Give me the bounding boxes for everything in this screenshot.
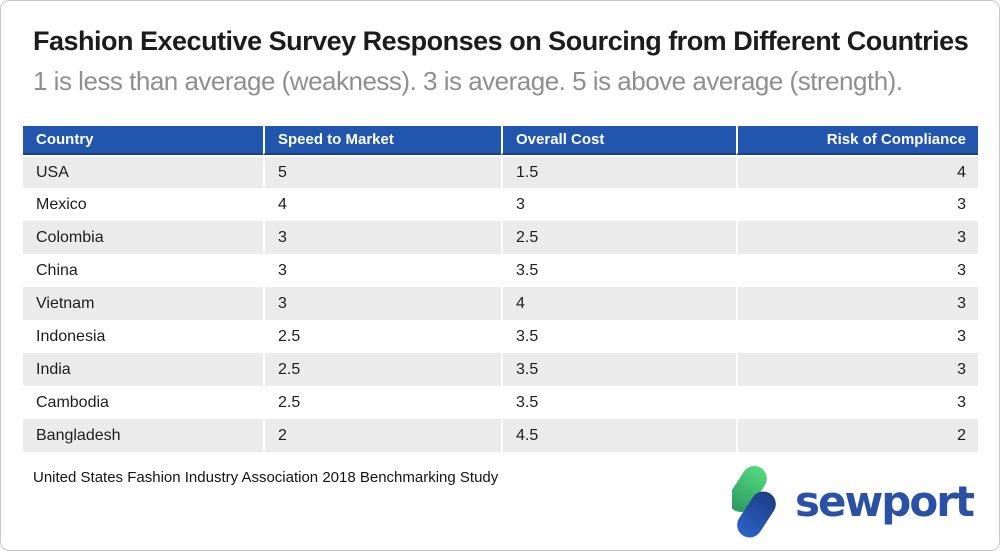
table-row: Cambodia 2.5 3.5 3 [23, 386, 978, 419]
cell-risk: 3 [736, 221, 978, 254]
cell-speed: 3 [263, 287, 501, 320]
cell-cost: 3.5 [501, 353, 736, 386]
cell-cost: 3.5 [501, 386, 736, 419]
cell-risk: 3 [736, 386, 978, 419]
cell-country: USA [23, 155, 263, 188]
cell-country: Bangladesh [23, 419, 263, 452]
cell-cost: 3.5 [501, 254, 736, 287]
brand-logo: sewport [732, 464, 975, 546]
cell-speed: 2 [263, 419, 501, 452]
table-row: Vietnam 3 4 3 [23, 287, 978, 320]
cell-speed: 2.5 [263, 353, 501, 386]
table-row: Colombia 3 2.5 3 [23, 221, 978, 254]
cell-cost: 3.5 [501, 320, 736, 353]
table-row: USA 5 1.5 4 [23, 155, 978, 188]
cell-cost: 3 [501, 188, 736, 221]
source-note: United States Fashion Industry Associati… [33, 469, 499, 486]
table-row: India 2.5 3.5 3 [23, 353, 978, 386]
column-header-risk-of-compliance: Risk of Compliance [736, 126, 978, 155]
cell-country: Colombia [23, 221, 263, 254]
cell-country: India [23, 353, 263, 386]
cell-cost: 2.5 [501, 221, 736, 254]
cell-cost: 1.5 [501, 155, 736, 188]
cell-speed: 3 [263, 254, 501, 287]
survey-table: Country Speed to Market Overall Cost Ris… [23, 126, 978, 452]
cell-risk: 3 [736, 320, 978, 353]
cell-risk: 3 [736, 287, 978, 320]
cell-risk: 4 [736, 155, 978, 188]
column-header-speed-to-market: Speed to Market [263, 126, 501, 155]
cell-country: Vietnam [23, 287, 263, 320]
column-header-country: Country [23, 126, 263, 155]
cell-speed: 3 [263, 221, 501, 254]
cell-country: Cambodia [23, 386, 263, 419]
column-header-overall-cost: Overall Cost [501, 126, 736, 155]
cell-speed: 2.5 [263, 386, 501, 419]
brand-wordmark: sewport [795, 477, 975, 526]
cell-cost: 4.5 [501, 419, 736, 452]
cell-risk: 3 [736, 254, 978, 287]
table-header: Country Speed to Market Overall Cost Ris… [23, 126, 978, 155]
table-row: Mexico 4 3 3 [23, 188, 978, 221]
cell-cost: 4 [501, 287, 736, 320]
cell-speed: 2.5 [263, 320, 501, 353]
table-row: Bangladesh 2 4.5 2 [23, 419, 978, 452]
page-title: Fashion Executive Survey Responses on So… [33, 26, 969, 56]
table-row: China 3 3.5 3 [23, 254, 978, 287]
sewport-logo-icon [732, 466, 776, 538]
cell-risk: 3 [736, 353, 978, 386]
page-subtitle: 1 is less than average (weakness). 3 is … [33, 66, 903, 96]
table-row: Indonesia 2.5 3.5 3 [23, 320, 978, 353]
cell-risk: 3 [736, 188, 978, 221]
cell-country: China [23, 254, 263, 287]
cell-speed: 4 [263, 188, 501, 221]
cell-risk: 2 [736, 419, 978, 452]
cell-speed: 5 [263, 155, 501, 188]
cell-country: Indonesia [23, 320, 263, 353]
cell-country: Mexico [23, 188, 263, 221]
